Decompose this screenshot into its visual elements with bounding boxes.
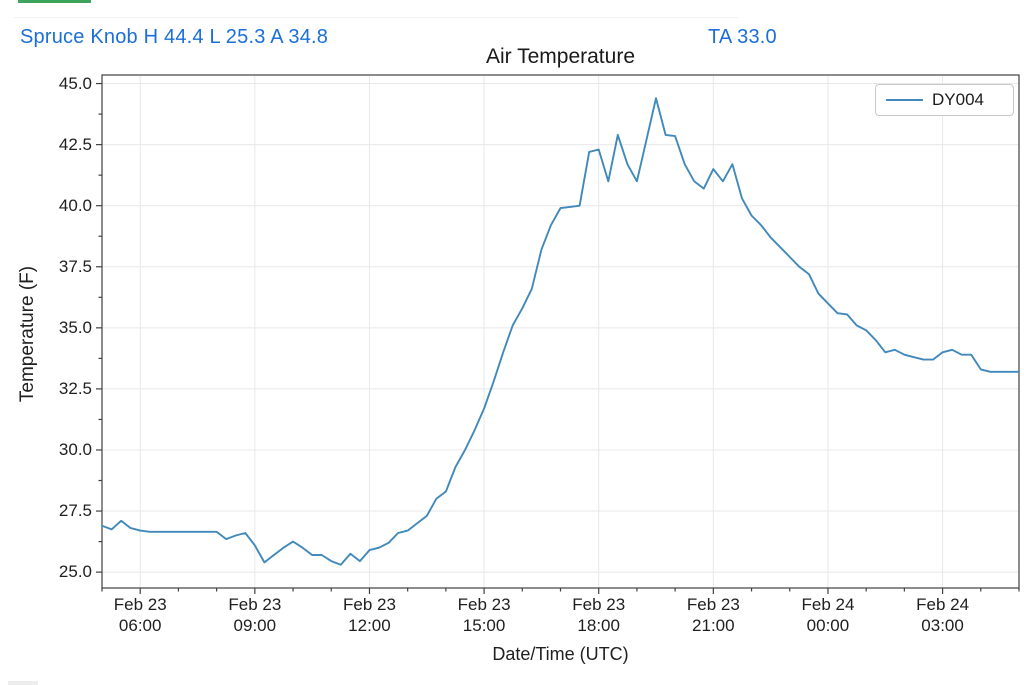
x-axis-label: Date/Time (UTC): [492, 644, 629, 664]
y-tick-label: 40.0: [58, 195, 92, 215]
current-temperature-link[interactable]: TA 33.0: [708, 26, 777, 48]
x-tick-date: Feb 23: [686, 595, 740, 614]
x-tick-date: Feb 23: [457, 595, 511, 614]
x-tick-label: Feb 23 12:00: [321, 594, 417, 636]
x-tick-time: 18:00: [577, 616, 620, 635]
x-tick-date: Feb 23: [572, 595, 626, 614]
y-tick-label: 42.5: [58, 134, 92, 154]
x-tick-label: Feb 23 06:00: [92, 594, 188, 636]
x-tick-time: 06:00: [118, 616, 162, 635]
header-accent-bar: [18, 0, 91, 3]
header-divider: [14, 17, 738, 18]
x-tick-label: Feb 23 18:00: [551, 594, 647, 636]
chart-title: Air Temperature: [485, 45, 635, 68]
x-tick-label: Feb 24 00:00: [780, 594, 876, 636]
x-tick-label: Feb 23 21:00: [665, 594, 761, 636]
y-tick-label: 27.5: [58, 501, 92, 521]
y-tick-label: 45.0: [58, 73, 92, 93]
y-tick-label: 37.5: [58, 256, 92, 276]
y-tick-label: 32.5: [58, 378, 92, 398]
legend-series-label: DY004: [932, 90, 984, 109]
x-tick-date: Feb 24: [801, 595, 855, 614]
y-tick-label: 25.0: [58, 562, 92, 582]
x-tick-time: 21:00: [692, 616, 735, 635]
temperature-series-line: [101, 97, 1020, 566]
x-tick-time: 00:00: [806, 616, 850, 635]
partial-cutoff-element: [8, 681, 38, 685]
x-tick-time: 09:00: [233, 616, 277, 635]
y-tick-label: 35.0: [58, 317, 92, 337]
x-tick-label: Feb 23 15:00: [436, 594, 532, 636]
x-tick-date: Feb 23: [113, 595, 167, 614]
x-tick-time: 15:00: [462, 616, 506, 635]
x-tick-time: 12:00: [348, 616, 391, 635]
x-tick-time: 03:00: [921, 616, 964, 635]
x-tick-date: Feb 24: [916, 595, 970, 614]
x-tick-date: Feb 23: [342, 595, 396, 614]
y-tick-label: 30.0: [58, 439, 92, 459]
legend-line-swatch: [886, 99, 923, 101]
x-tick-label: Feb 23 09:00: [207, 594, 303, 636]
x-tick-label: Feb 24 03:00: [895, 594, 991, 636]
x-tick-date: Feb 23: [228, 595, 282, 614]
legend: DY004: [875, 84, 1014, 116]
station-summary-link[interactable]: Spruce Knob H 44.4 L 25.3 A 34.8: [20, 26, 329, 48]
